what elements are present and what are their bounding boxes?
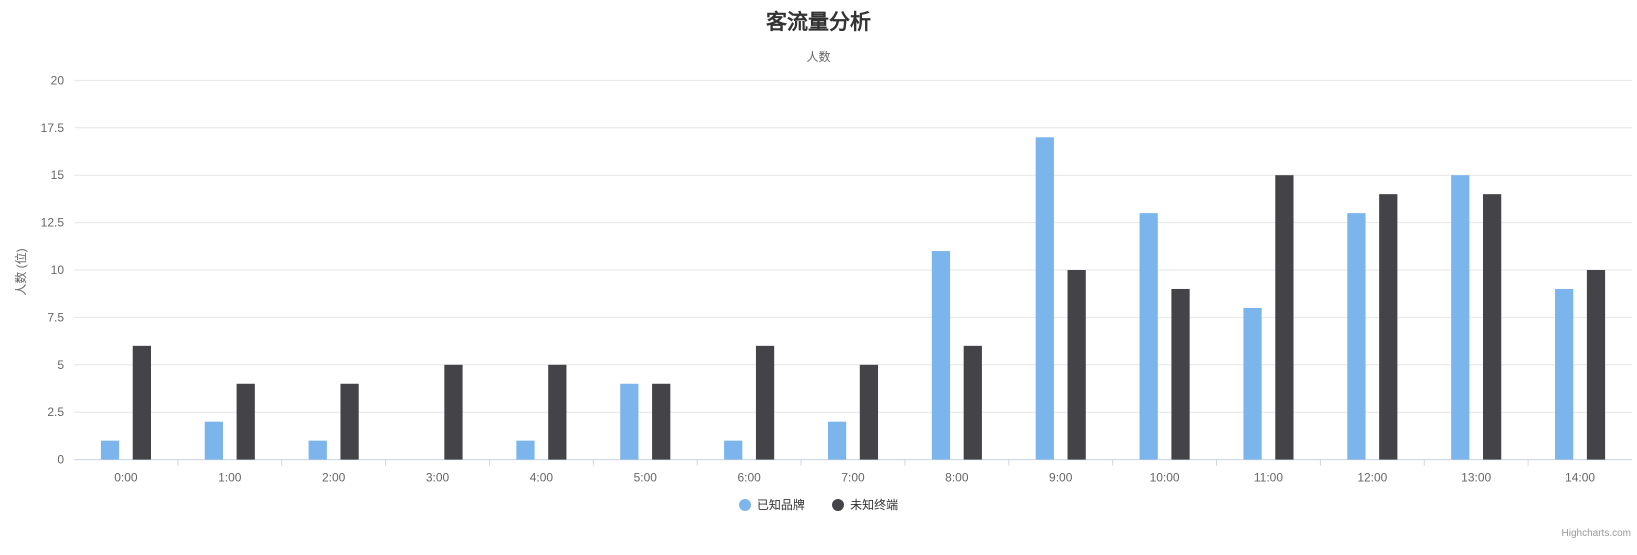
svg-text:10:00: 10:00 [1150,471,1180,485]
svg-text:0: 0 [57,453,64,467]
svg-text:3:00: 3:00 [426,471,450,485]
svg-text:14:00: 14:00 [1565,471,1595,485]
svg-text:10: 10 [51,263,65,277]
svg-text:12.5: 12.5 [41,216,65,230]
svg-text:9:00: 9:00 [1049,471,1073,485]
svg-text:4:00: 4:00 [530,471,554,485]
svg-text:15: 15 [51,168,65,182]
svg-text:20: 20 [51,73,65,87]
svg-text:1:00: 1:00 [218,471,242,485]
svg-text:5:00: 5:00 [634,471,658,485]
svg-text:17.5: 17.5 [41,121,65,135]
svg-text:12:00: 12:00 [1357,471,1387,485]
svg-text:8:00: 8:00 [945,471,969,485]
svg-text:0:00: 0:00 [114,471,138,485]
svg-text:5: 5 [57,358,64,372]
svg-text:6:00: 6:00 [737,471,761,485]
svg-text:11:00: 11:00 [1254,471,1283,485]
svg-text:13:00: 13:00 [1461,471,1491,485]
svg-text:2:00: 2:00 [322,471,346,485]
svg-text:7.5: 7.5 [47,310,64,324]
svg-text:7:00: 7:00 [841,471,865,485]
svg-text:2.5: 2.5 [47,405,64,419]
